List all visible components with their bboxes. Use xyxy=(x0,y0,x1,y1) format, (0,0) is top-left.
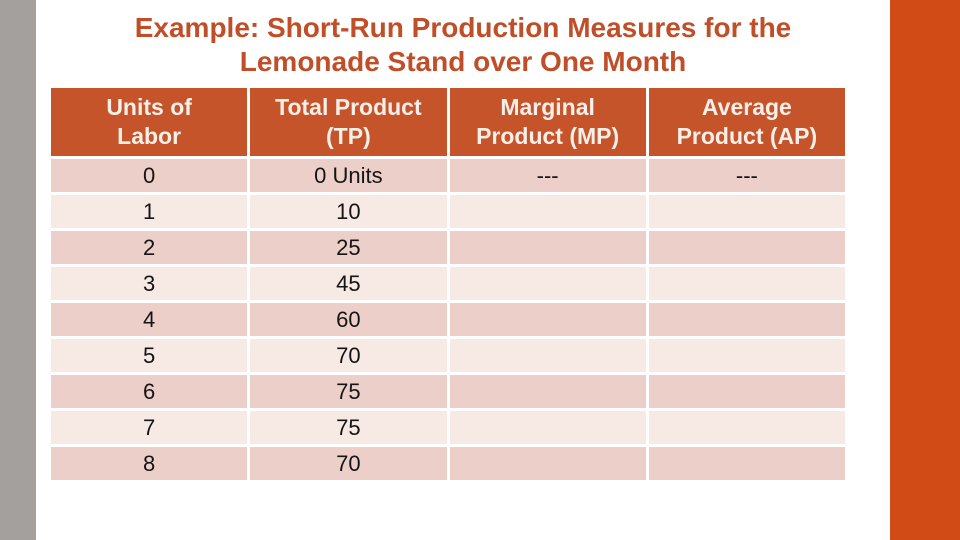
header-line: Product (AP) xyxy=(676,123,818,149)
table-cell: 10 xyxy=(250,195,447,228)
table-cell: 4 xyxy=(51,303,248,336)
table-cell xyxy=(648,447,845,480)
slide-title-line2: Lemonade Stand over One Month xyxy=(239,46,687,77)
column-header-marginal-product: Marginal Product (MP) xyxy=(449,88,646,156)
table-cell: 5 xyxy=(51,339,248,372)
header-line: (TP) xyxy=(326,123,371,149)
table-cell: 25 xyxy=(250,231,447,264)
slide-title-line1: Example: Short-Run Production Measures f… xyxy=(134,12,792,43)
header-line: Average xyxy=(701,94,792,120)
table-cell xyxy=(449,339,646,372)
table-cell: 75 xyxy=(250,411,447,444)
table-cell xyxy=(449,447,646,480)
table-cell: 70 xyxy=(250,447,447,480)
header-line: Total Product xyxy=(275,94,422,120)
table-cell xyxy=(648,231,845,264)
table-cell xyxy=(648,411,845,444)
table-cell xyxy=(449,303,646,336)
table-cell xyxy=(449,267,646,300)
table-cell: 6 xyxy=(51,375,248,408)
table-cell xyxy=(648,375,845,408)
table-cell xyxy=(648,339,845,372)
production-table: Units of Labor Total Product (TP) Margin… xyxy=(51,88,845,480)
table-cell: 0 xyxy=(51,159,248,192)
column-header-total-product: Total Product (TP) xyxy=(250,88,447,156)
header-line: Labor xyxy=(117,123,182,149)
table-cell: 60 xyxy=(250,303,447,336)
table-cell: 70 xyxy=(250,339,447,372)
right-accent-bar xyxy=(890,0,960,540)
table-cell: 2 xyxy=(51,231,248,264)
column-header-units-of-labor: Units of Labor xyxy=(51,88,248,156)
table-cell xyxy=(449,411,646,444)
table-cell: 75 xyxy=(250,375,447,408)
table-cell xyxy=(648,195,845,228)
slide-title: Example: Short-Run Production Measures f… xyxy=(36,11,890,79)
table-cell: 0 Units xyxy=(250,159,447,192)
header-line: Product (MP) xyxy=(476,123,620,149)
table-cell: 1 xyxy=(51,195,248,228)
table-cell: 3 xyxy=(51,267,248,300)
table-cell: --- xyxy=(449,159,646,192)
table-cell xyxy=(648,303,845,336)
header-line: Marginal xyxy=(500,94,595,120)
table-cell xyxy=(449,195,646,228)
table-cell: --- xyxy=(648,159,845,192)
column-header-average-product: Average Product (AP) xyxy=(648,88,845,156)
table-cell xyxy=(449,231,646,264)
table-cell: 45 xyxy=(250,267,447,300)
left-gray-bar xyxy=(0,0,36,540)
header-line: Units of xyxy=(106,94,192,120)
table-cell: 8 xyxy=(51,447,248,480)
table-cell xyxy=(449,375,646,408)
table-cell: 7 xyxy=(51,411,248,444)
table-cell xyxy=(648,267,845,300)
